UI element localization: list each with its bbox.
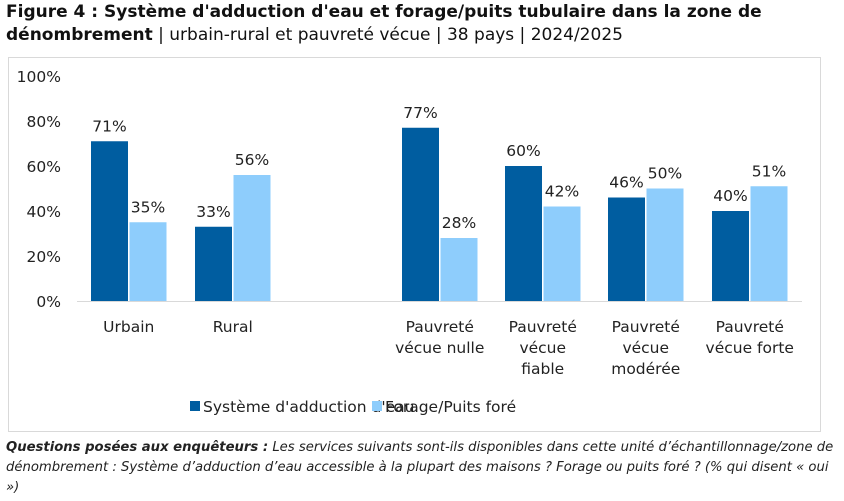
legend-label: Forage/Puits foré [385, 398, 516, 416]
y-tick-label: 60% [27, 158, 61, 176]
y-tick-label: 20% [27, 248, 61, 266]
x-tick-label: vécue nulle [395, 339, 484, 357]
footnote-label: Questions posées aux enquêteurs : [6, 440, 269, 455]
x-tick-label: Rural [213, 318, 253, 336]
x-tick-label: Pauvreté [716, 318, 784, 336]
bar [646, 188, 684, 301]
data-label: 56% [235, 151, 269, 169]
footnote: Questions posées aux enquêteurs : Les se… [6, 438, 840, 498]
y-tick-label: 80% [27, 113, 61, 131]
bar [505, 166, 542, 301]
bar [440, 238, 478, 301]
data-label: 46% [609, 174, 643, 192]
data-label: 33% [196, 203, 230, 221]
bar [402, 127, 439, 301]
data-label: 50% [648, 165, 682, 183]
figure-title-bold: Figure 4 : Système d'adduction d'eau et … [6, 2, 762, 45]
bar [233, 175, 271, 301]
figure-title: Figure 4 : Système d'adduction d'eau et … [6, 1, 840, 47]
bar [129, 222, 167, 301]
figure-subtitle: | urbain-rural et pauvreté vécue | 38 pa… [152, 25, 623, 45]
data-label: 35% [131, 198, 165, 216]
data-label: 40% [713, 187, 747, 205]
x-tick-label: vécue [622, 339, 669, 357]
legend-swatch [190, 401, 200, 411]
x-tick-label: Pauvreté [509, 318, 577, 336]
bar [195, 226, 232, 301]
data-label: 60% [506, 142, 540, 160]
data-label: 71% [92, 117, 126, 135]
chart-frame [8, 57, 821, 432]
x-tick-label: Pauvreté [406, 318, 474, 336]
data-label: 51% [752, 162, 786, 180]
x-tick-label: modérée [611, 360, 680, 378]
bar [712, 211, 749, 301]
y-tick-label: 0% [36, 293, 61, 311]
data-label: 28% [442, 214, 476, 232]
footnote-text: Les services suivants sont-ils disponibl… [6, 440, 834, 495]
x-tick-label: vécue [519, 339, 566, 357]
y-tick-label: 100% [17, 68, 61, 86]
legend-swatch [372, 401, 382, 411]
bar [608, 197, 645, 301]
x-tick-label: vécue forte [706, 339, 794, 357]
y-tick-label: 40% [27, 203, 61, 221]
x-tick-label: Pauvreté [612, 318, 680, 336]
x-tick-label: Urbain [103, 318, 154, 336]
data-label: 77% [403, 104, 437, 122]
bar [750, 186, 788, 301]
bar [543, 206, 581, 301]
x-tick-label: fiable [521, 360, 564, 378]
data-label: 42% [545, 183, 579, 201]
legend-label: Système d'adduction d'eau [203, 398, 414, 416]
bar [91, 141, 128, 301]
